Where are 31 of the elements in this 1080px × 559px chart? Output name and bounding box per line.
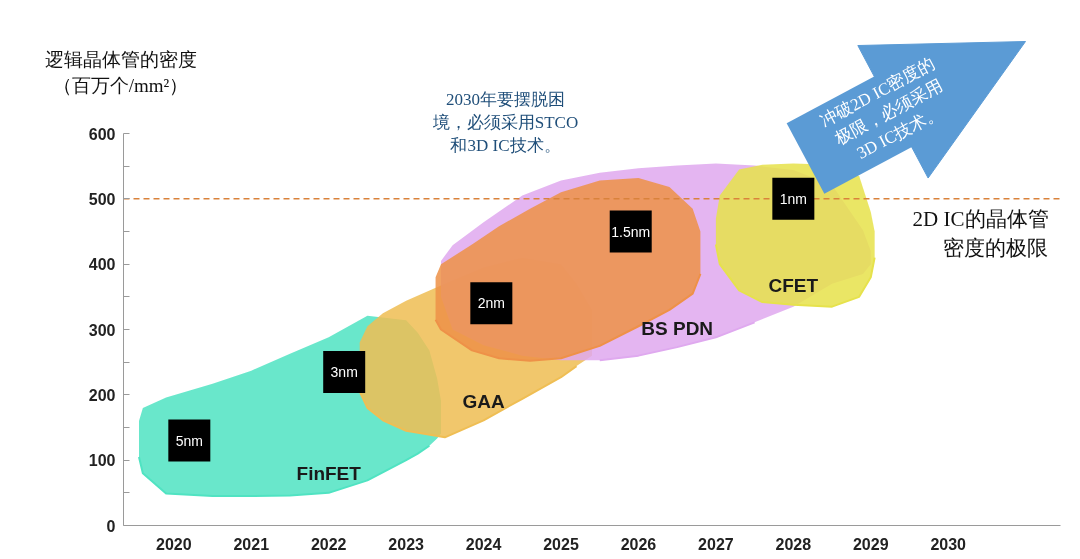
y-tick-label: 100 [88,452,116,470]
annotation: 2nm [477,295,505,312]
annotation: 3nm [330,363,358,380]
annotation: 5nm [175,432,203,449]
x-tick-label: 2021 [233,535,270,553]
x-tick-label: 2022 [310,535,347,553]
x-tick-label: 2030 [930,535,967,553]
x-tick-label: 2020 [156,535,192,553]
y-tick-label: 0 [106,517,116,535]
x-tick-label: 2024 [465,535,502,553]
x-tick-label: 2023 [388,535,425,553]
x-tick-label: 2029 [852,535,889,553]
annotation: 1nm [779,190,807,207]
ref-line-label: 2D IC的晶体管密度的极限 [912,206,1049,260]
series-label: BS PDN [641,317,714,339]
series-label: FinFET [296,463,362,485]
x-tick-label: 2027 [698,535,734,553]
series-label: GAA [462,390,505,412]
y-tick-label: 600 [88,125,116,143]
series-label: CFET [768,275,819,297]
x-tick-label: 2025 [543,535,579,553]
y-tick-label: 500 [88,190,116,208]
y-axis-title: 逻辑晶体管的密度（百万个/mm²） [44,49,197,96]
annotation: 冲破2D IC密度的极限，必须采用3D IC技术。 [817,54,946,163]
x-tick-label: 2028 [775,535,812,553]
x-tick-label: 2026 [620,535,657,553]
y-tick-label: 200 [88,386,116,404]
y-tick-label: 400 [88,256,116,274]
annotation: 2030年要摆脱困境，必须采用STCO和3D IC技术。 [431,90,579,155]
annotation: 1.5nm [611,223,651,240]
y-tick-label: 300 [88,321,116,339]
